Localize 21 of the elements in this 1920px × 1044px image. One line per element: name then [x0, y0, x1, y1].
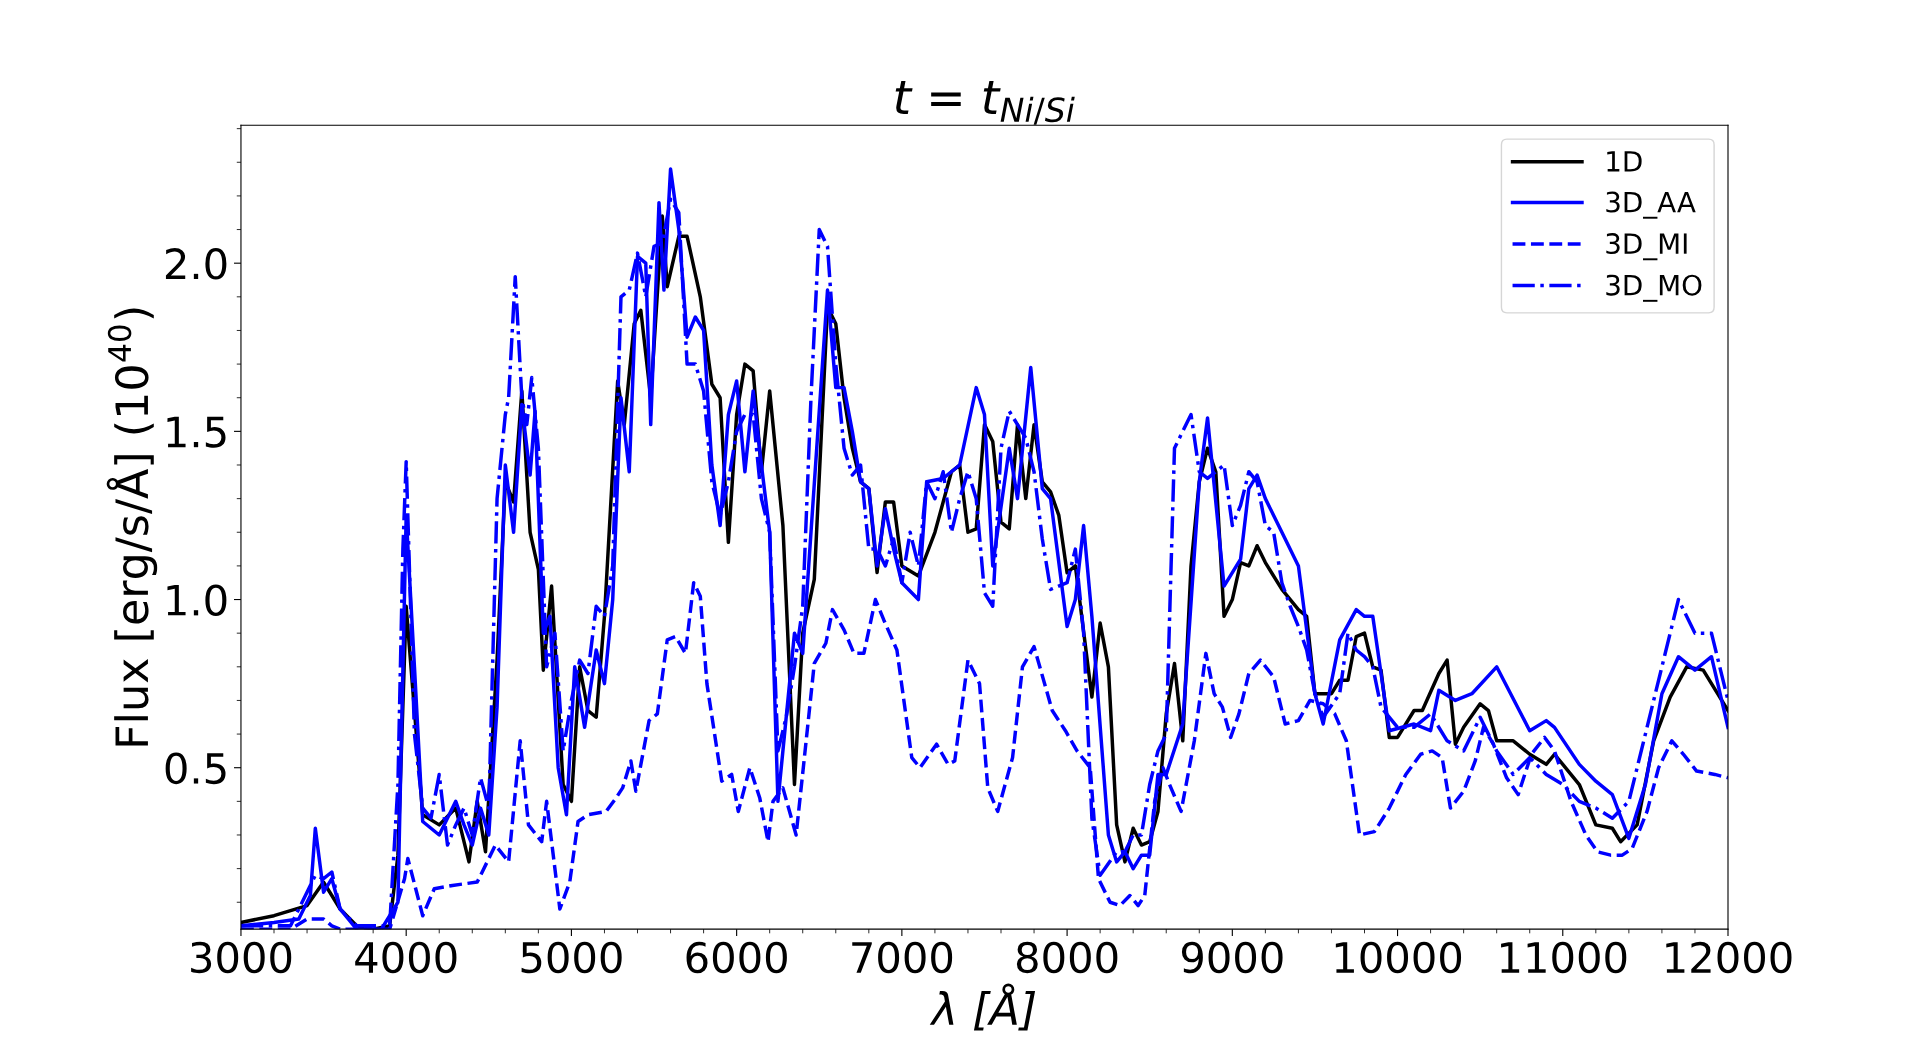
legend-label: 3D_MO	[1606, 274, 1702, 302]
x-tick-label: 9000	[1181, 941, 1283, 974]
x-tick-label: 11000	[1501, 941, 1627, 974]
x-axis-title: λ [Å]	[929, 983, 1036, 1031]
x-tick-label: 12000	[1666, 941, 1792, 974]
legend-label: 3D_AA	[1606, 191, 1696, 219]
legend-label: 3D_MI	[1606, 233, 1687, 261]
chart-title: t = t$_{Ni/Si}$	[895, 80, 1075, 125]
x-tick-label: 3000	[191, 941, 292, 974]
y-axis-title: Flux [erg/s/Å] (10$^{40}$)	[106, 308, 158, 746]
y-tick-label: 1.0	[167, 584, 227, 616]
legend-label: 1D	[1607, 151, 1642, 172]
x-tick-label: 6000	[686, 941, 787, 974]
y-tick-label: 1.5	[167, 416, 226, 448]
x-tick-label: 4000	[355, 941, 457, 974]
y-tick-label: 0.5	[165, 752, 226, 785]
x-tick-label: 7000	[852, 941, 953, 974]
x-tick-label: 10000	[1335, 941, 1462, 974]
x-tick-label: 5000	[521, 941, 622, 974]
x-tick-label: 8000	[1016, 941, 1118, 974]
y-tick-label: 2.0	[165, 248, 227, 280]
